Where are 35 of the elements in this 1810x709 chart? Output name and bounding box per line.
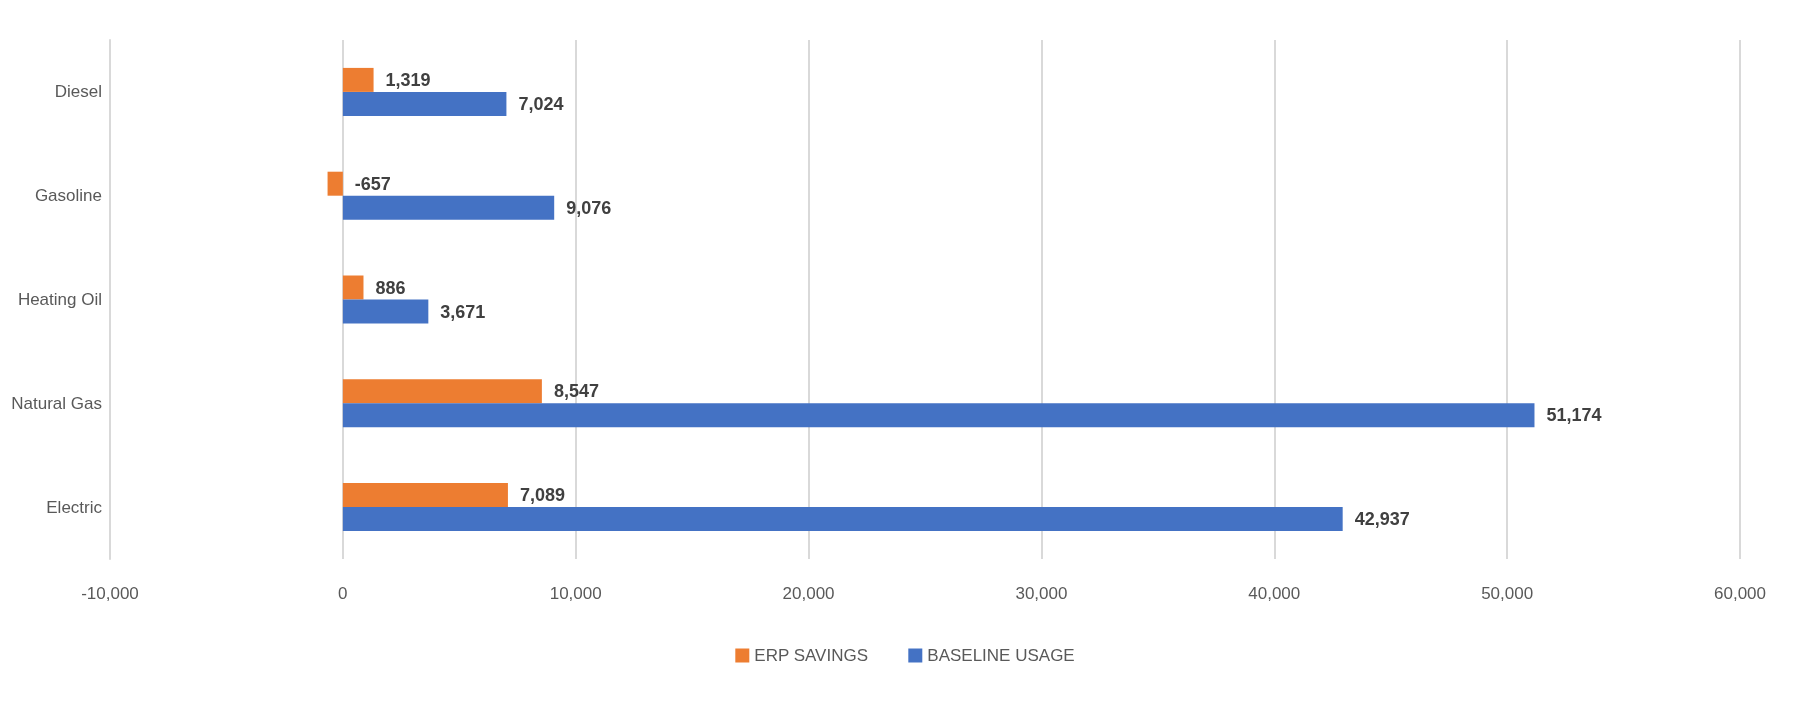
data-label: 9,076 bbox=[566, 197, 612, 218]
x-tick-label: 30,000 bbox=[1015, 584, 1068, 603]
bar bbox=[342, 275, 364, 300]
bar bbox=[342, 67, 374, 92]
data-label: -657 bbox=[354, 173, 391, 194]
x-tick-label: 40,000 bbox=[1248, 584, 1301, 603]
data-label: 1,319 bbox=[385, 69, 431, 90]
y-tick-label: Gasoline bbox=[34, 186, 102, 206]
data-label: 7,024 bbox=[518, 93, 564, 114]
bar bbox=[342, 195, 555, 220]
bar bbox=[327, 171, 343, 196]
data-label: 886 bbox=[375, 277, 406, 298]
data-label: 7,089 bbox=[519, 485, 565, 506]
x-tick-label: 20,000 bbox=[782, 584, 835, 603]
y-tick-label: Electric bbox=[46, 497, 103, 517]
x-tick-label: 10,000 bbox=[549, 584, 602, 603]
x-tick-label: -10,000 bbox=[81, 584, 139, 603]
x-tick-label: 0 bbox=[338, 584, 348, 603]
bar bbox=[342, 299, 429, 324]
bar bbox=[342, 403, 1535, 428]
y-tick-label: Diesel bbox=[54, 82, 102, 102]
legend-label: BASELINE USAGE bbox=[927, 646, 1075, 665]
data-label: 3,671 bbox=[440, 301, 486, 322]
data-label: 51,174 bbox=[1546, 405, 1602, 426]
x-tick-label: 60,000 bbox=[1714, 584, 1766, 603]
legend-label: ERP SAVINGS bbox=[754, 646, 868, 665]
data-label: 42,937 bbox=[1354, 509, 1410, 530]
y-tick-label: Natural Gas bbox=[11, 393, 102, 413]
y-tick-label: Heating Oil bbox=[17, 290, 102, 309]
x-tick-label: 50,000 bbox=[1481, 584, 1534, 603]
bar bbox=[342, 507, 1343, 532]
data-label: 8,547 bbox=[553, 381, 599, 402]
bar bbox=[342, 483, 508, 508]
bar bbox=[342, 91, 507, 116]
bar bbox=[342, 379, 542, 404]
